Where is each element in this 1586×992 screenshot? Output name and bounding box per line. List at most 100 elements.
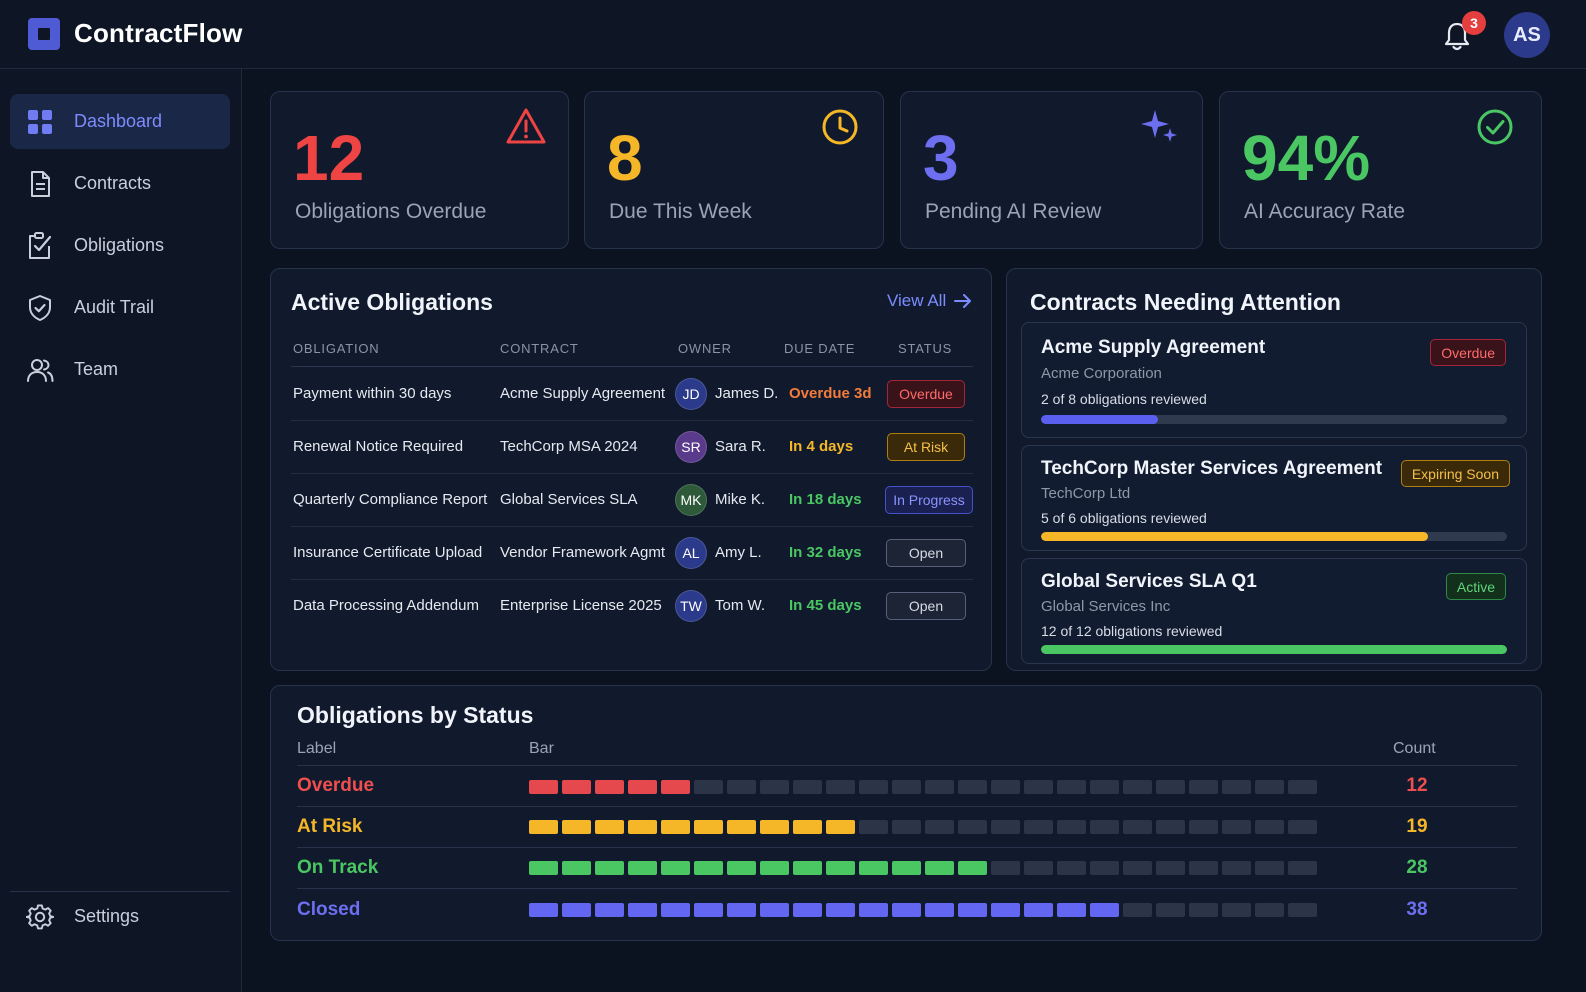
bar-segment-filled [529, 903, 558, 917]
shield-check-icon [29, 295, 51, 321]
sidebar-item-obligations[interactable]: Obligations [10, 218, 230, 273]
owner-avatar: JD [675, 378, 707, 410]
bar-segment-filled [760, 861, 789, 875]
bar-segment-filled [595, 903, 624, 917]
contract-card-global[interactable]: Global Services SLA Q1 Global Services I… [1021, 558, 1527, 664]
sidebar-item-team[interactable]: Team [10, 342, 230, 397]
status-bar-overdue [529, 780, 1319, 794]
status-bar-at-risk [529, 820, 1319, 834]
table-header-divider [291, 366, 973, 367]
clock-icon [822, 109, 858, 145]
kpi-card-overdue[interactable]: 12 Obligations Overdue [270, 91, 569, 249]
contract-card-techcorp[interactable]: TechCorp Master Services Agreement TechC… [1021, 445, 1527, 551]
bar-segment-filled [562, 861, 591, 875]
bar-segment-empty [1189, 780, 1218, 794]
contract-org: TechCorp Ltd [1041, 485, 1131, 502]
bar-segment-filled [661, 820, 690, 834]
bar-segment-filled [826, 820, 855, 834]
bar-segment-filled [628, 780, 657, 794]
section-title: Active Obligations [291, 289, 493, 315]
section-title: Obligations by Status [297, 702, 534, 728]
bar-segment-empty [892, 820, 921, 834]
obligation-name: Renewal Notice Required [293, 438, 464, 455]
row-divider [297, 888, 1517, 889]
progress-bar [1041, 415, 1507, 424]
table-row[interactable]: Payment within 30 days Acme Supply Agree… [291, 368, 973, 421]
bar-segment-empty [760, 780, 789, 794]
bar-segment-empty [958, 780, 987, 794]
bar-segment-empty [991, 780, 1020, 794]
bar-segment-empty [1123, 861, 1152, 875]
bar-segment-empty [1024, 820, 1053, 834]
bar-segment-empty [694, 780, 723, 794]
kpi-label: Obligations Overdue [295, 200, 487, 223]
bar-segment-empty [1156, 861, 1185, 875]
bar-segment-filled [562, 903, 591, 917]
sidebar-item-audit-trail[interactable]: Audit Trail [10, 280, 230, 335]
document-icon [31, 171, 50, 197]
sidebar-item-label: Contracts [74, 173, 152, 193]
view-all-label: View All [887, 291, 947, 310]
bar-segment-filled [529, 820, 558, 834]
bar-segment-filled [562, 780, 591, 794]
row-divider [297, 806, 1517, 807]
bar-segment-empty [1057, 861, 1086, 875]
check-circle-icon [1477, 109, 1513, 145]
bar-segment-empty [793, 780, 822, 794]
bar-segment-empty [1288, 903, 1317, 917]
due-date: Overdue 3d [789, 385, 872, 402]
owner-name: Tom W. [715, 597, 766, 614]
table-row[interactable]: Insurance Certificate Upload Vendor Fram… [291, 527, 973, 580]
bar-segment-empty [1090, 820, 1119, 834]
bar-segment-filled [694, 903, 723, 917]
bar-segment-empty [1156, 903, 1185, 917]
status-badge: Active [1445, 573, 1506, 600]
bar-segment-empty [925, 780, 954, 794]
contract-org: Global Services Inc [1041, 598, 1171, 615]
notification-badge: 3 [1462, 11, 1486, 35]
owner-avatar: AL [675, 537, 707, 569]
kpi-value: 12 [293, 122, 365, 194]
sidebar-item-contracts[interactable]: Contracts [10, 156, 230, 211]
contract-name: Acme Supply Agreement [1041, 337, 1266, 358]
sidebar-item-dashboard[interactable]: Dashboard [10, 94, 230, 149]
bar-segment-filled [595, 861, 624, 875]
table-row[interactable]: Data Processing Addendum Enterprise Lice… [291, 580, 973, 633]
bar-segment-filled [628, 903, 657, 917]
table-row[interactable]: Quarterly Compliance Report Global Servi… [291, 474, 973, 527]
user-avatar[interactable]: AS [1504, 12, 1550, 58]
bar-segment-filled [958, 903, 987, 917]
bar-segment-empty [1222, 861, 1251, 875]
status-badge: At Risk [887, 433, 965, 461]
contract-org: Acme Corporation [1041, 365, 1162, 382]
bar-segment-empty [1222, 820, 1251, 834]
sidebar-item-settings[interactable]: Settings [10, 889, 230, 944]
bar-segment-empty [1255, 903, 1284, 917]
kpi-card-accuracy[interactable]: 94% AI Accuracy Rate [1219, 91, 1542, 249]
kpi-card-due-week[interactable]: 8 Due This Week [584, 91, 884, 249]
contract-card-acme[interactable]: Acme Supply Agreement Acme Corporation 2… [1021, 322, 1527, 438]
column-header-count: Count [1393, 740, 1436, 757]
owner-name: Amy L. [715, 544, 762, 561]
bar-segment-empty [991, 820, 1020, 834]
view-all-link[interactable]: View All [887, 291, 972, 311]
column-header-owner: OWNER [678, 341, 732, 356]
progress-fill [1041, 645, 1507, 654]
status-label-on-track: On Track [297, 857, 379, 878]
bar-segment-empty [826, 780, 855, 794]
bar-segment-empty [1222, 780, 1251, 794]
contract-name: Global Services SLA Q1 [1041, 571, 1257, 592]
owner-name: James D. [715, 385, 779, 402]
bar-segment-empty [892, 780, 921, 794]
contract-name: Acme Supply Agreement [500, 385, 666, 402]
kpi-value: 3 [923, 122, 959, 194]
column-header-due-date: DUE DATE [784, 341, 856, 356]
bar-segment-empty [1057, 820, 1086, 834]
bar-segment-empty [958, 820, 987, 834]
kpi-card-pending-ai[interactable]: 3 Pending AI Review [900, 91, 1203, 249]
status-bar-closed [529, 903, 1319, 917]
bar-segment-empty [1255, 861, 1284, 875]
table-row[interactable]: Renewal Notice Required TechCorp MSA 202… [291, 421, 973, 474]
bar-segment-empty [1057, 780, 1086, 794]
kpi-value: 94% [1242, 122, 1371, 194]
